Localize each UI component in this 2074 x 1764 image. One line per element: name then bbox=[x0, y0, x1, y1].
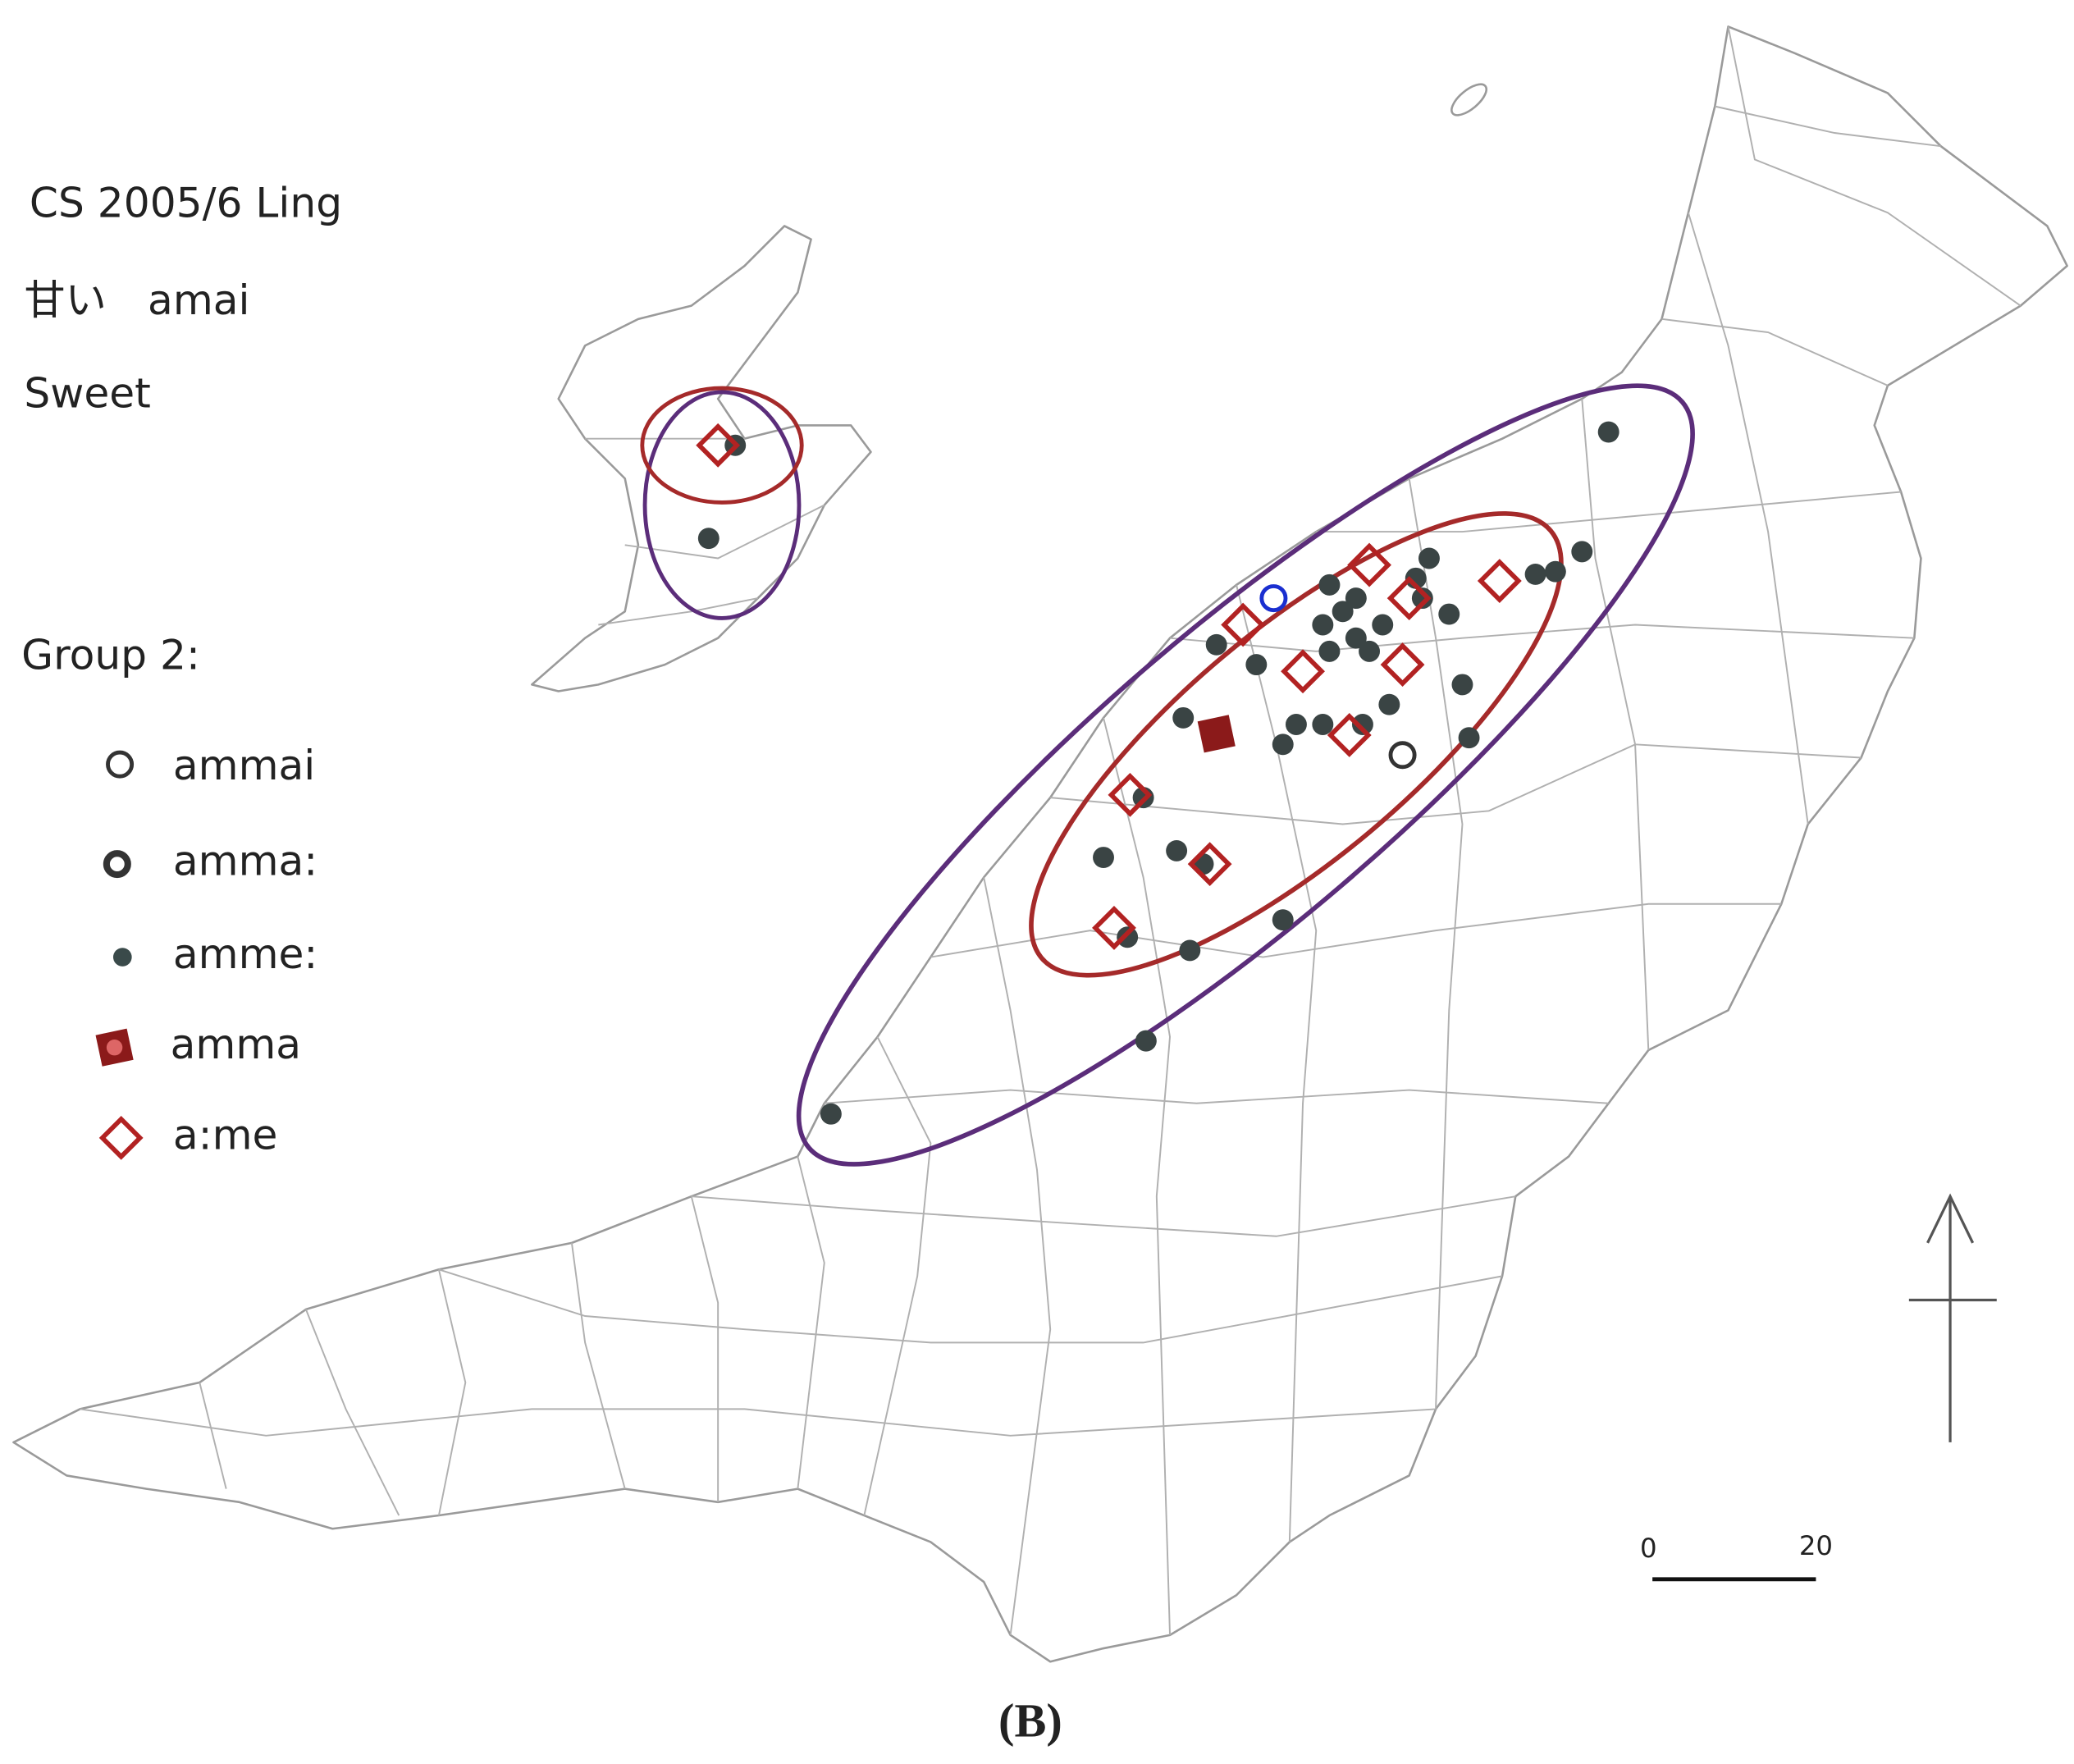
survey-point bbox=[697, 528, 720, 550]
survey-point bbox=[1345, 627, 1367, 649]
survey-point bbox=[1259, 584, 1288, 613]
survey-point bbox=[1411, 587, 1433, 610]
legend-item: amma: bbox=[173, 837, 317, 885]
survey-point bbox=[1571, 541, 1593, 563]
survey-point bbox=[1327, 713, 1372, 757]
survey-point bbox=[1285, 714, 1307, 735]
legend-item: amme: bbox=[173, 930, 317, 978]
survey-point bbox=[696, 423, 741, 468]
survey-point bbox=[1281, 649, 1325, 694]
scale-bar: 0 20 bbox=[1640, 1530, 1833, 1582]
survey-point bbox=[1092, 905, 1136, 950]
survey-point bbox=[1093, 847, 1114, 868]
scale-label: 0 bbox=[1640, 1533, 1657, 1564]
survey-point bbox=[1245, 654, 1268, 676]
survey-point bbox=[1221, 602, 1266, 647]
survey-point bbox=[1197, 715, 1236, 753]
survey-point bbox=[1332, 601, 1354, 623]
sado-island bbox=[531, 225, 872, 692]
survey-point bbox=[1388, 741, 1417, 770]
caption: (B) bbox=[998, 1693, 1062, 1747]
survey-point bbox=[1345, 587, 1367, 610]
legend-marker bbox=[95, 1028, 134, 1067]
legend-group: Group 2: bbox=[21, 630, 200, 679]
small-island bbox=[1450, 83, 1488, 117]
survey-point bbox=[1386, 576, 1432, 621]
legend-marker bbox=[103, 850, 131, 879]
survey-point bbox=[1318, 574, 1341, 596]
survey-point bbox=[1312, 714, 1334, 735]
scale-label: 20 bbox=[1799, 1530, 1833, 1561]
areas bbox=[640, 383, 1695, 1167]
survey-point bbox=[1272, 909, 1294, 931]
survey-point bbox=[1179, 939, 1201, 962]
survey-point bbox=[1524, 563, 1546, 585]
survey-point bbox=[1117, 926, 1139, 948]
survey-point bbox=[1351, 714, 1373, 735]
boundaries bbox=[80, 26, 2021, 1635]
survey-point bbox=[1172, 706, 1195, 729]
legend-title: Sweet bbox=[24, 368, 150, 417]
survey-point bbox=[1378, 693, 1400, 715]
survey-point bbox=[1359, 640, 1381, 662]
legend-item: ammai bbox=[173, 741, 315, 789]
survey-point bbox=[1438, 603, 1460, 625]
survey-point bbox=[1597, 421, 1619, 443]
survey-point bbox=[1477, 559, 1522, 603]
legend-item: amma bbox=[171, 1020, 301, 1068]
survey-point bbox=[1318, 640, 1341, 662]
survey-point bbox=[1187, 842, 1232, 887]
legend: CS 2005/6 Ling 甘い amai Sweet Group 2: am… bbox=[21, 179, 342, 1160]
sado-area-inner bbox=[640, 386, 804, 505]
survey-point bbox=[1544, 560, 1566, 583]
survey-point bbox=[1458, 727, 1480, 749]
survey-point bbox=[1418, 547, 1440, 569]
sado-area-outer bbox=[642, 390, 802, 620]
survey-point bbox=[1108, 772, 1153, 817]
survey-point bbox=[1451, 674, 1473, 696]
area-inner bbox=[1029, 511, 1564, 978]
area-outer bbox=[796, 383, 1695, 1167]
mainland bbox=[12, 25, 2068, 1663]
survey-point bbox=[1372, 614, 1394, 636]
survey-point bbox=[1347, 542, 1391, 587]
survey-point bbox=[1205, 633, 1227, 656]
survey-point bbox=[1312, 614, 1334, 636]
survey-point bbox=[820, 1103, 842, 1125]
land bbox=[12, 25, 2068, 1663]
survey-point bbox=[1272, 733, 1294, 756]
legend-item: a:me bbox=[173, 1110, 278, 1158]
legend-marker bbox=[106, 750, 135, 779]
legend-title: 甘い amai bbox=[24, 276, 249, 324]
survey-point bbox=[1380, 642, 1425, 688]
legend-title: CS 2005/6 Ling bbox=[30, 179, 342, 227]
north-arrow bbox=[1908, 1193, 1997, 1442]
survey-points bbox=[696, 421, 1619, 1125]
survey-point bbox=[1166, 839, 1188, 861]
survey-point bbox=[1135, 1030, 1157, 1052]
legend-marker bbox=[98, 1115, 144, 1160]
legend-marker bbox=[112, 948, 132, 967]
